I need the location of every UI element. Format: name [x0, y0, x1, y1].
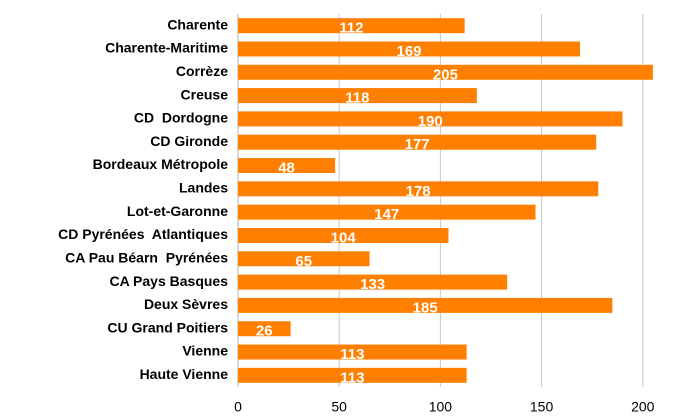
value-label: 112 [339, 20, 363, 37]
y-tick-label: CU Grand Poitiers [107, 319, 228, 335]
y-tick-label: Bordeaux Métropole [93, 156, 229, 172]
value-label: 65 [295, 253, 312, 270]
y-tick-label: Creuse [181, 86, 229, 102]
y-tick-label: CD Pyrénées Atlantiques [58, 226, 228, 242]
y-tick-label: Deux Sèvres [144, 296, 228, 312]
bar [238, 274, 508, 290]
bar [238, 111, 623, 127]
value-label: 177 [405, 136, 430, 153]
bar [238, 181, 599, 197]
y-tick-label: Landes [179, 180, 228, 196]
bar [238, 321, 291, 337]
value-label: 26 [256, 323, 273, 340]
bar [238, 158, 336, 174]
value-label: 185 [413, 299, 438, 316]
y-tick-label: Corrèze [176, 63, 228, 79]
y-tick-label: CA Pau Béarn Pyrénées [65, 249, 228, 265]
x-tick-label: 200 [631, 399, 655, 415]
bar [238, 134, 597, 150]
bar [238, 344, 467, 360]
bar [238, 227, 449, 243]
bar [238, 251, 370, 267]
x-tick-label: 0 [234, 399, 242, 415]
value-label: 147 [374, 206, 399, 223]
y-tick-label: CA Pays Basques [109, 273, 228, 289]
x-tick-label: 100 [429, 399, 453, 415]
bar [238, 367, 467, 383]
y-tick-label: Haute Vienne [140, 366, 229, 382]
value-label: 178 [406, 183, 431, 200]
y-tick-label: Charente-Maritime [105, 40, 228, 56]
bar [238, 88, 477, 104]
bar [238, 64, 653, 80]
value-label: 205 [433, 66, 458, 83]
x-tick-label: 50 [331, 399, 347, 415]
value-label: 118 [345, 90, 369, 107]
y-tick-label: Charente [167, 16, 228, 32]
y-tick-label: Vienne [182, 343, 228, 359]
value-label: 169 [396, 43, 421, 60]
value-label: 113 [340, 369, 364, 386]
y-tick-label: CD Dordogne [134, 110, 228, 126]
y-tick-label: Lot-et-Garonne [127, 203, 228, 219]
value-label: 133 [360, 276, 385, 293]
value-label: 104 [331, 229, 357, 246]
x-tick-label: 150 [530, 399, 554, 415]
value-label: 113 [340, 346, 364, 363]
bar [238, 297, 613, 313]
bar [238, 18, 465, 34]
value-label: 190 [418, 113, 443, 130]
y-tick-label: CD Gironde [150, 133, 228, 149]
bar [238, 204, 536, 220]
value-label: 48 [278, 160, 295, 177]
bar [238, 41, 581, 57]
